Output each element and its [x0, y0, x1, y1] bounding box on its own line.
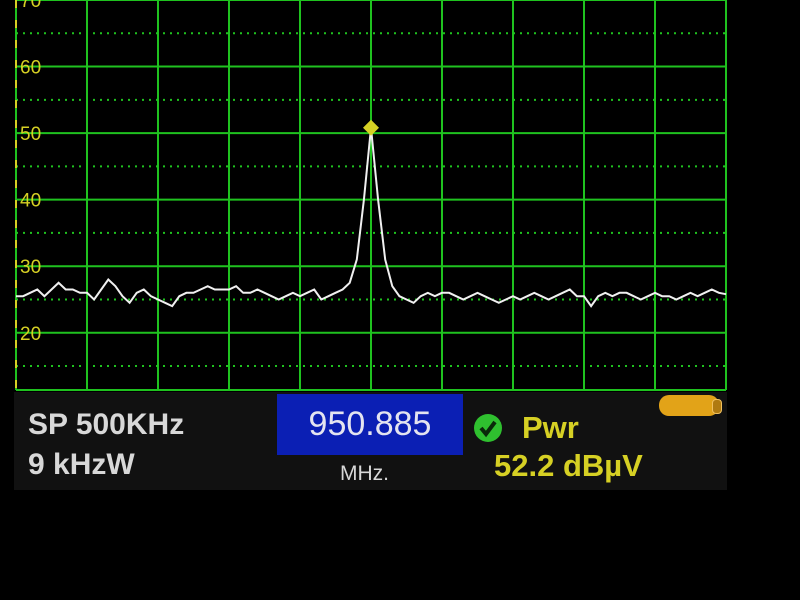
measure-value: 52.2 dBµV — [494, 448, 643, 483]
check-circle-icon — [474, 414, 502, 442]
battery-icon — [659, 395, 719, 416]
spectrum-plot: 20 30 40 50 60 70 — [15, 0, 727, 391]
y-tick-label: 70 — [20, 0, 41, 12]
frequency-field[interactable]: 950.885 — [277, 394, 463, 455]
y-tick-label: 40 — [20, 191, 41, 212]
y-tick-label: 30 — [20, 257, 41, 278]
span-label: SP 500KHz — [28, 408, 185, 441]
y-tick-label: 60 — [20, 58, 41, 79]
y-tick-label: 20 — [20, 324, 41, 345]
frequency-unit: MHz. — [340, 462, 389, 485]
peak-marker — [363, 119, 379, 136]
y-tick-label: 50 — [20, 124, 41, 145]
battery-tip — [712, 399, 722, 414]
rbw-label: 9 kHzW — [28, 448, 135, 481]
measure-label: Pwr — [522, 410, 579, 445]
